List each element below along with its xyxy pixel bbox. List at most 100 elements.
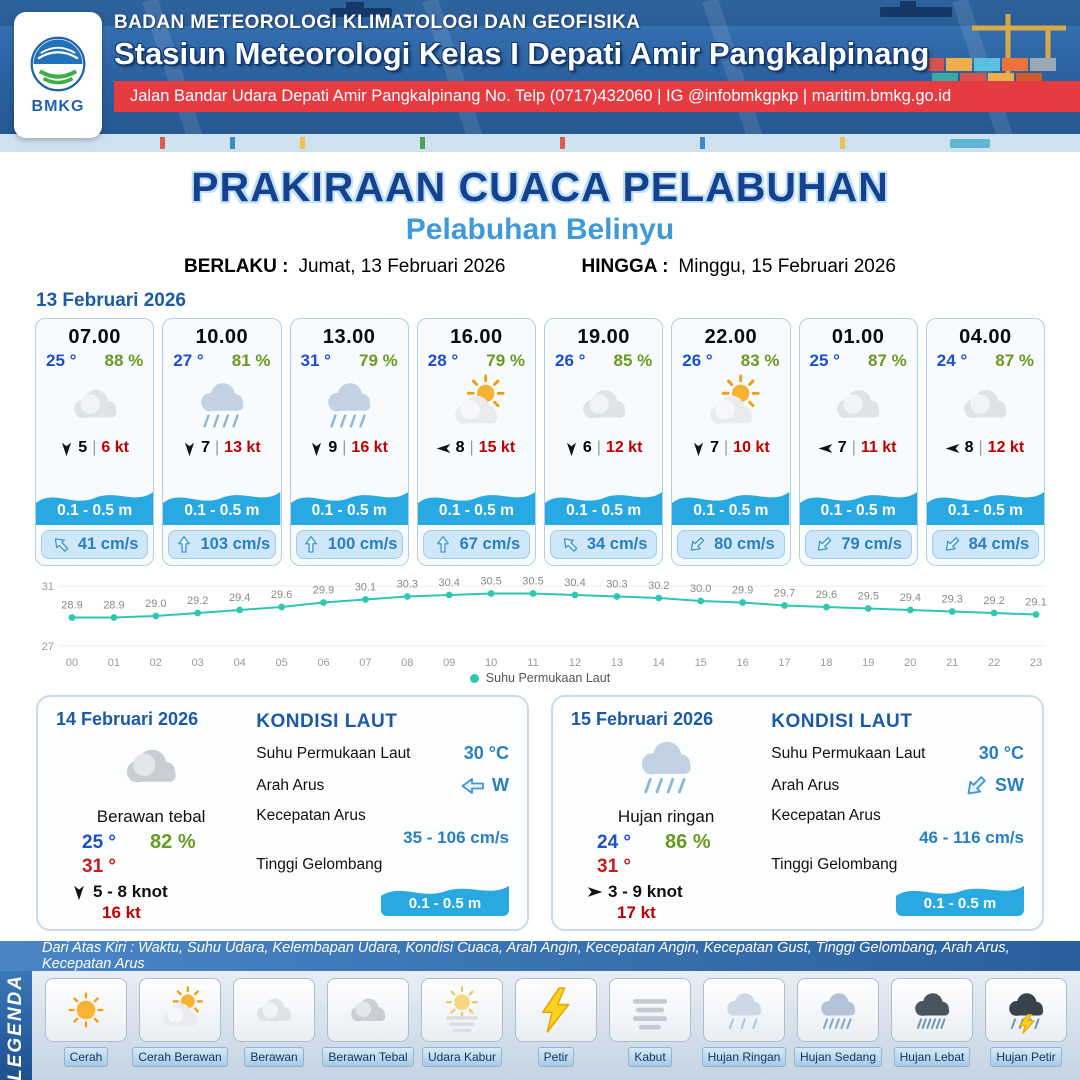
svg-text:29.7: 29.7	[774, 588, 795, 600]
wind-direction-icon	[692, 440, 705, 457]
wind-direction-icon	[945, 442, 962, 455]
svg-text:07: 07	[359, 657, 371, 669]
time-label: 01.00	[831, 326, 885, 348]
current-direction-icon	[557, 532, 582, 557]
legend-weather-icon	[421, 978, 503, 1042]
wind-speed: 7	[201, 439, 211, 456]
wave-height-chip: 0.1 - 0.5 m	[381, 874, 509, 916]
legend-label: Cerah	[63, 1047, 109, 1067]
legend-section: Dari Atas Kiri : Waktu, Suhu Udara, Kele…	[0, 940, 1080, 1080]
wave-height: 0.1 - 0.5 m	[693, 502, 769, 519]
weather-icon	[927, 371, 1044, 437]
humidity: 79 %	[359, 351, 398, 370]
valid-until-label: HINGGA :	[581, 256, 669, 277]
svg-text:22: 22	[988, 657, 1000, 669]
forecast-cards: 07.00 25 ° 88 % 5 | 6 kt 0.1 - 0.5 m 41 …	[35, 318, 1045, 566]
wave-height-chip: 0.1 - 0.5 m	[896, 874, 1024, 916]
legend-weather-icon	[327, 978, 409, 1042]
wave-height: 0.1 - 0.5 m	[184, 502, 260, 519]
svg-text:28.9: 28.9	[61, 600, 82, 612]
time-label: 04.00	[959, 326, 1012, 348]
legenda-rail: LEGENDA	[0, 971, 32, 1080]
humidity: 85 %	[613, 351, 653, 370]
humidity: 87 %	[868, 351, 907, 370]
wind-row: 9 | 16 kt	[291, 437, 408, 461]
weather-icon	[36, 371, 153, 437]
weather-icon	[291, 371, 408, 437]
gust-speed: 10 kt	[733, 439, 770, 456]
wave-height-band: 0.1 - 0.5 m	[163, 479, 281, 525]
svg-text:06: 06	[317, 657, 329, 669]
svg-text:30.4: 30.4	[438, 577, 459, 589]
sea-temperature-chart: 31 27 28.9 00 28.9 01 29.0 02 29.2 03 29.4 04 29.6 05…	[26, 570, 1054, 686]
current-speed: 100 cm/s	[327, 535, 398, 553]
current-direction-icon	[176, 535, 191, 555]
current-direction-icon	[960, 769, 993, 802]
legend-item: Berawan	[230, 978, 318, 1067]
wind-speed: 9	[328, 439, 338, 456]
wave-icon	[163, 492, 281, 525]
station-name: Stasiun Meteorologi Kelas I Depati Amir …	[114, 36, 930, 71]
current-direction-icon	[812, 532, 837, 557]
wind-row: 8 | 12 kt	[927, 437, 1044, 461]
air-temperature: 25 °	[809, 351, 840, 370]
svg-text:05: 05	[275, 657, 287, 669]
current-row: 100 cm/s	[295, 530, 403, 559]
air-temperature: 25 °	[46, 351, 77, 370]
wave-height-band: 0.1 - 0.5 m	[417, 479, 535, 525]
humidity: 87 %	[995, 351, 1034, 370]
current-speed: 84 cm/s	[968, 535, 1030, 553]
legend-label: Hujan Ringan	[701, 1047, 787, 1067]
legend-weather-icon	[797, 978, 879, 1042]
day-date: 14 Februari 2026	[56, 709, 199, 729]
legend-weather-icon	[233, 978, 315, 1042]
day-date: 15 Februari 2026	[571, 709, 714, 729]
current-speed-label: Kecepatan Arus	[256, 807, 366, 824]
legend-weather-icon	[609, 978, 691, 1042]
gust-speed: 12 kt	[605, 439, 643, 456]
wave-icon	[381, 885, 509, 916]
current-speed: 67 cm/s	[459, 535, 521, 553]
port-name: Pelabuhan Belinyu	[405, 213, 675, 246]
valid-from-value: Jumat, 13 Februari 2026	[298, 256, 506, 277]
day-summary-cards: 14 Februari 2026 Berawan tebal 25 ° 82 %…	[36, 695, 1044, 931]
svg-text:29.4: 29.4	[229, 592, 250, 604]
svg-text:28.9: 28.9	[103, 600, 124, 612]
air-temperature: 24 °	[936, 351, 968, 370]
gust-speed: 12 kt	[987, 439, 1025, 456]
valid-from-label: BERLAKU :	[183, 256, 289, 277]
wave-height: 0.1 - 0.5 m	[57, 502, 133, 519]
wind-direction-icon	[585, 885, 603, 899]
wave-height-label: Tinggi Gelombang	[256, 856, 383, 873]
current-speed: 103 cm/s	[200, 535, 271, 553]
weather-icon	[672, 371, 789, 437]
svg-text:30.2: 30.2	[648, 580, 669, 592]
sst-value: 30 °C	[463, 743, 509, 763]
agency-name: BADAN METEOROLOGI KLIMATOLOGI DAN GEOFIS…	[114, 12, 641, 33]
svg-text:30.1: 30.1	[355, 582, 376, 594]
weather-icon	[545, 371, 662, 437]
wave-icon	[545, 492, 663, 525]
svg-text:29.6: 29.6	[271, 589, 292, 601]
day-card-2: 15 Februari 2026 Hujan ringan 24 ° 86 % …	[551, 695, 1044, 931]
wind-speed: 7	[710, 439, 720, 456]
legend-item: Hujan Ringan	[700, 978, 788, 1067]
svg-text:29.9: 29.9	[732, 585, 753, 597]
legend-weather-icon	[891, 978, 973, 1042]
wind-row: 7 | 11 kt	[800, 437, 917, 461]
svg-text:29.0: 29.0	[145, 598, 166, 610]
time-label: 19.00	[577, 326, 630, 348]
time-label: 07.00	[68, 326, 121, 348]
svg-text:29.1: 29.1	[1025, 597, 1046, 609]
svg-text:29.6: 29.6	[816, 589, 837, 601]
wave-height: 0.1 - 0.5 m	[947, 502, 1023, 519]
current-direction-icon	[435, 535, 450, 555]
wave-icon	[290, 492, 408, 525]
svg-text:03: 03	[192, 657, 204, 669]
wind-speed: 8	[964, 439, 974, 456]
gust-speed: 17 kt	[617, 903, 656, 922]
current-row: 103 cm/s	[168, 530, 276, 559]
temp-min: 24 °	[597, 832, 632, 853]
current-speed: 80 cm/s	[714, 535, 775, 553]
